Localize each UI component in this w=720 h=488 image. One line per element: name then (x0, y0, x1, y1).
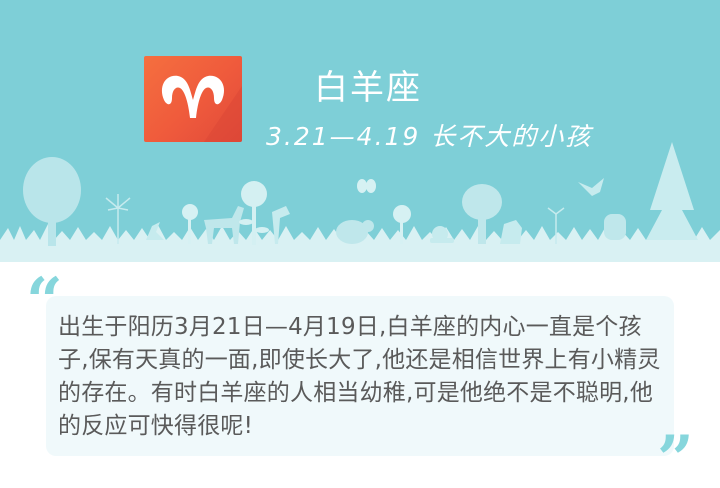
close-quote-icon: ” (657, 422, 694, 488)
aries-logo (144, 56, 242, 142)
nature-silhouette-illustration (0, 142, 720, 262)
sign-description: 出生于阳历3月21日—4月19日,白羊座的内心一直是个孩子,保有天真的一面,即使… (58, 314, 661, 439)
sign-date-tagline: 3.21—4.19 长不大的小孩 (266, 122, 593, 151)
aries-ram-icon (144, 75, 242, 142)
header-banner: 白羊座 3.21—4.19 长不大的小孩 (0, 0, 720, 262)
sign-title: 白羊座 (314, 68, 422, 108)
description-card (46, 296, 674, 456)
